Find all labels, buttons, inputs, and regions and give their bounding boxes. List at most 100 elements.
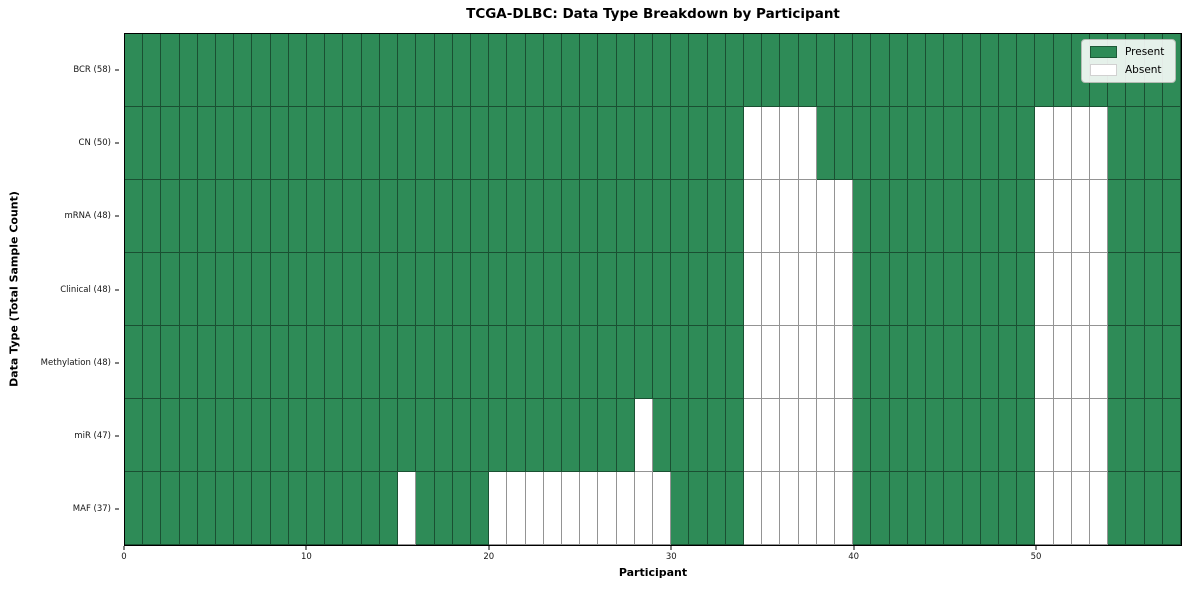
- heatmap-cell-MAF-13: [361, 472, 380, 545]
- heatmap-cell-BCR-3: [179, 34, 198, 107]
- y-tick-label-MAF: MAF (37): [72, 504, 111, 515]
- y-tick-mark: [115, 69, 119, 71]
- heatmap-cell-MAF-56: [1144, 472, 1163, 545]
- legend: Present Absent: [1081, 39, 1176, 83]
- y-tick-mark: [115, 508, 119, 510]
- heatmap-cell-MAF-1: [143, 472, 162, 545]
- legend-absent-label: Absent: [1125, 64, 1162, 76]
- heatmap-cell-miR-25: [580, 399, 599, 472]
- heatmap-cell-Methylation-35: [762, 326, 781, 399]
- heatmap-cell-Methylation-30: [671, 326, 690, 399]
- heatmap-cell-CN-33: [725, 107, 745, 180]
- heatmap-cell-CN-51: [1053, 107, 1072, 180]
- heatmap-cell-Methylation-38: [816, 326, 836, 399]
- heatmap-cell-miR-31: [689, 399, 708, 472]
- heatmap-cell-MAF-38: [816, 472, 836, 545]
- heatmap-cell-Clinical-12: [343, 253, 362, 326]
- heatmap-cell-Clinical-4: [197, 253, 217, 326]
- heatmap-cell-Clinical-29: [652, 253, 672, 326]
- heatmap-cell-MAF-52: [1071, 472, 1090, 545]
- heatmap-cell-CN-48: [998, 107, 1018, 180]
- heatmap-cell-Clinical-27: [616, 253, 635, 326]
- heatmap-cell-mRNA-21: [507, 180, 526, 253]
- heatmap-cell-MAF-32: [707, 472, 726, 545]
- heatmap-cell-BCR-32: [707, 34, 726, 107]
- heatmap-cell-MAF-45: [944, 472, 963, 545]
- heatmap-cell-Clinical-28: [634, 253, 653, 326]
- heatmap-cell-Methylation-34: [744, 326, 763, 399]
- heatmap-cell-miR-41: [871, 399, 890, 472]
- heatmap-cell-CN-24: [561, 107, 581, 180]
- heatmap-cell-miR-10: [307, 399, 326, 472]
- heatmap-cell-Methylation-11: [325, 326, 344, 399]
- heatmap-cell-mRNA-8: [270, 180, 289, 253]
- heatmap-cell-miR-30: [671, 399, 690, 472]
- heatmap-cell-Clinical-0: [125, 253, 144, 326]
- heatmap-cell-Clinical-49: [1017, 253, 1036, 326]
- heatmap-cell-BCR-34: [744, 34, 763, 107]
- heatmap-cell-BCR-29: [652, 34, 672, 107]
- heatmap-cell-CN-25: [580, 107, 599, 180]
- heatmap-cell-BCR-18: [452, 34, 471, 107]
- heatmap-cell-BCR-48: [998, 34, 1018, 107]
- heatmap-cell-mRNA-54: [1108, 180, 1127, 253]
- heatmap-cell-CN-27: [616, 107, 635, 180]
- heatmap-cell-BCR-5: [216, 34, 235, 107]
- heatmap-cell-mRNA-0: [125, 180, 144, 253]
- heatmap-cell-miR-44: [926, 399, 945, 472]
- heatmap-cell-BCR-51: [1053, 34, 1072, 107]
- heatmap-cell-BCR-6: [234, 34, 253, 107]
- heatmap-cell-CN-5: [216, 107, 235, 180]
- heatmap-cell-CN-36: [780, 107, 799, 180]
- heatmap-cell-Methylation-9: [288, 326, 308, 399]
- heatmap-cell-Methylation-0: [125, 326, 144, 399]
- heatmap-cell-BCR-45: [944, 34, 963, 107]
- heatmap-cell-Methylation-24: [561, 326, 581, 399]
- x-tick-mark: [123, 546, 125, 550]
- heatmap-cell-miR-48: [998, 399, 1018, 472]
- heatmap-cell-miR-34: [744, 399, 763, 472]
- heatmap-cell-mRNA-42: [889, 180, 908, 253]
- heatmap-cell-mRNA-56: [1144, 180, 1163, 253]
- heatmap-cell-CN-34: [744, 107, 763, 180]
- y-tick-label-BCR: BCR (58): [73, 64, 111, 75]
- heatmap-cell-Methylation-8: [270, 326, 289, 399]
- heatmap-cell-MAF-50: [1035, 472, 1054, 545]
- heatmap-cell-Methylation-42: [889, 326, 908, 399]
- heatmap-cell-MAF-0: [125, 472, 144, 545]
- heatmap-cell-BCR-2: [161, 34, 180, 107]
- heatmap-cell-miR-22: [525, 399, 544, 472]
- heatmap-cell-Clinical-7: [252, 253, 271, 326]
- heatmap-cell-mRNA-22: [525, 180, 544, 253]
- heatmap-cell-mRNA-49: [1017, 180, 1036, 253]
- heatmap-cell-MAF-40: [853, 472, 872, 545]
- heatmap-cell-mRNA-35: [762, 180, 781, 253]
- heatmap-cell-CN-32: [707, 107, 726, 180]
- heatmap-cell-miR-28: [634, 399, 653, 472]
- legend-entry-present: Present: [1090, 46, 1167, 58]
- heatmap-cell-BCR-37: [798, 34, 817, 107]
- heatmap-cell-mRNA-20: [489, 180, 508, 253]
- heatmap-cell-miR-24: [561, 399, 581, 472]
- heatmap-cell-MAF-15: [398, 472, 417, 545]
- heatmap-cell-Clinical-51: [1053, 253, 1072, 326]
- heatmap-cell-CN-30: [671, 107, 690, 180]
- heatmap-cell-mRNA-10: [307, 180, 326, 253]
- x-tick-label-20: 20: [483, 552, 495, 562]
- heatmap-cell-miR-7: [252, 399, 271, 472]
- heatmap-cell-CN-40: [853, 107, 872, 180]
- heatmap-cell-Methylation-15: [398, 326, 417, 399]
- heatmap-cell-Methylation-45: [944, 326, 963, 399]
- x-tick-mark: [1035, 546, 1037, 550]
- heatmap-cell-Methylation-6: [234, 326, 253, 399]
- heatmap-cell-BCR-15: [398, 34, 417, 107]
- heatmap-cell-CN-11: [325, 107, 344, 180]
- heatmap-cell-mRNA-30: [671, 180, 690, 253]
- heatmap-cell-BCR-40: [853, 34, 872, 107]
- heatmap-cell-MAF-24: [561, 472, 581, 545]
- heatmap-cell-MAF-31: [689, 472, 708, 545]
- y-tick-mark: [115, 362, 119, 364]
- heatmap-cell-miR-2: [161, 399, 180, 472]
- heatmap-cell-Clinical-56: [1144, 253, 1163, 326]
- heatmap-cell-Clinical-46: [962, 253, 981, 326]
